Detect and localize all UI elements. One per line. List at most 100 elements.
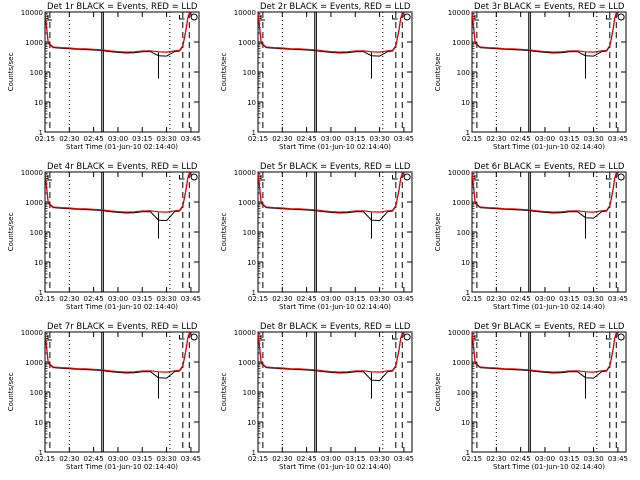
plot-frame bbox=[44, 11, 200, 133]
panel-title: Det 2r BLACK = Events, RED = LLD bbox=[260, 2, 411, 12]
corner-mark-right bbox=[606, 175, 612, 180]
y-tick-label: 10 bbox=[34, 99, 43, 107]
y-tick-label: 100 bbox=[30, 69, 43, 77]
lld-series-line bbox=[44, 171, 192, 213]
x-tick-label: 02:45 bbox=[297, 295, 317, 303]
y-axis-label: Counts/sec bbox=[220, 213, 228, 252]
x-tick-label: 03:45 bbox=[394, 455, 414, 463]
y-tick-label: 1 bbox=[466, 129, 470, 137]
plot-frame bbox=[44, 171, 200, 293]
panel-det-4: Det 4r BLACK = Events, RED = LLD 1 10 100 10… bbox=[7, 162, 201, 311]
corner-mark-left bbox=[474, 335, 479, 341]
panel-det-2: Det 2r BLACK = Events, RED = LLD 1 10 100 10… bbox=[220, 2, 414, 151]
y-tick-label: 1000 bbox=[452, 39, 470, 47]
x-tick-label: 03:45 bbox=[181, 455, 201, 463]
x-tick-label: 02:15 bbox=[35, 135, 55, 143]
corner-mark-left bbox=[474, 15, 479, 21]
x-tick-label: 03:00 bbox=[108, 295, 128, 303]
panel-title: Det 8r BLACK = Events, RED = LLD bbox=[260, 322, 411, 332]
corner-mark-left bbox=[260, 175, 265, 181]
y-tick-label: 1 bbox=[39, 289, 43, 297]
x-tick-label: 02:45 bbox=[511, 295, 531, 303]
lld-series-line bbox=[257, 11, 405, 53]
y-tick-label: 100 bbox=[30, 389, 43, 397]
corner-circle-mark bbox=[403, 173, 411, 181]
y-tick-label: 1 bbox=[466, 289, 470, 297]
corner-mark-left bbox=[260, 335, 265, 341]
y-tick-label: 1 bbox=[39, 449, 43, 457]
events-series-line bbox=[44, 12, 192, 57]
x-tick-label: 02:15 bbox=[462, 295, 482, 303]
y-tick-label: 10000 bbox=[448, 169, 470, 177]
y-tick-label: 10000 bbox=[448, 329, 470, 337]
panel-det-5: Det 5r BLACK = Events, RED = LLD 1 10 100 10… bbox=[220, 162, 414, 311]
corner-mark-left bbox=[47, 335, 52, 341]
y-tick-label: 1000 bbox=[238, 199, 256, 207]
events-series-line bbox=[257, 332, 405, 382]
panel-det-6: Det 6r BLACK = Events, RED = LLD 1 10 100 10… bbox=[434, 162, 628, 311]
y-axis-label: Counts/sec bbox=[434, 373, 442, 412]
y-tick-label: 1000 bbox=[25, 39, 43, 47]
corner-mark-right bbox=[179, 175, 185, 180]
y-tick-label: 100 bbox=[243, 69, 256, 77]
x-tick-label: 02:15 bbox=[248, 135, 268, 143]
y-tick-label: 100 bbox=[457, 389, 470, 397]
x-tick-label: 03:30 bbox=[369, 295, 389, 303]
x-tick-label: 02:30 bbox=[59, 135, 79, 143]
plot-frame bbox=[257, 331, 413, 453]
corner-mark-right bbox=[179, 335, 185, 340]
x-tick-label: 02:30 bbox=[59, 295, 79, 303]
x-tick-label: 03:15 bbox=[132, 455, 152, 463]
corner-circle-mark bbox=[190, 13, 198, 21]
x-tick-label: 03:00 bbox=[535, 455, 555, 463]
x-tick-label: 02:15 bbox=[248, 455, 268, 463]
panel-title: Det 7r BLACK = Events, RED = LLD bbox=[47, 322, 198, 332]
y-tick-label: 1000 bbox=[238, 39, 256, 47]
y-axis-label: Counts/sec bbox=[7, 53, 15, 92]
panel-det-9: Det 9r BLACK = Events, RED = LLD 1 10 100 10… bbox=[434, 322, 628, 471]
panel-det-7: Det 7r BLACK = Events, RED = LLD 1 10 100 10… bbox=[7, 322, 201, 471]
corner-circle-mark bbox=[617, 333, 625, 341]
y-axis-label: Counts/sec bbox=[220, 53, 228, 92]
x-tick-label: 03:45 bbox=[608, 295, 628, 303]
lld-series-line bbox=[471, 171, 619, 213]
x-tick-label: 02:30 bbox=[486, 295, 506, 303]
x-tick-label: 02:45 bbox=[511, 455, 531, 463]
x-axis-label: Start Time (01-Jun-10 02:14:40) bbox=[493, 143, 605, 151]
panel-title: Det 4r BLACK = Events, RED = LLD bbox=[47, 162, 198, 172]
x-axis-label: Start Time (01-Jun-10 02:14:40) bbox=[66, 143, 178, 151]
x-tick-label: 02:45 bbox=[297, 135, 317, 143]
x-tick-label: 03:30 bbox=[369, 455, 389, 463]
y-tick-label: 1 bbox=[466, 449, 470, 457]
panel-det-8: Det 8r BLACK = Events, RED = LLD 1 10 100 10… bbox=[220, 322, 414, 471]
y-tick-label: 10000 bbox=[21, 9, 43, 17]
x-tick-label: 02:15 bbox=[462, 455, 482, 463]
corner-mark-left bbox=[474, 175, 479, 181]
corner-mark-right bbox=[606, 335, 612, 340]
panel-det-3: Det 3r BLACK = Events, RED = LLD 1 10 100 10… bbox=[434, 2, 628, 151]
events-series-line bbox=[257, 172, 405, 222]
y-tick-label: 1 bbox=[252, 289, 256, 297]
lld-series-line bbox=[44, 11, 192, 53]
x-tick-label: 03:30 bbox=[156, 135, 176, 143]
x-tick-label: 03:00 bbox=[108, 455, 128, 463]
x-tick-label: 03:15 bbox=[345, 295, 365, 303]
x-tick-label: 03:45 bbox=[394, 295, 414, 303]
y-axis-label: Counts/sec bbox=[7, 373, 15, 412]
y-tick-label: 100 bbox=[243, 389, 256, 397]
plot-frame bbox=[471, 11, 627, 133]
panel-title: Det 3r BLACK = Events, RED = LLD bbox=[474, 2, 625, 12]
y-tick-label: 10000 bbox=[234, 169, 256, 177]
lld-series-line bbox=[257, 171, 405, 213]
events-series-line bbox=[257, 12, 405, 57]
y-tick-label: 10000 bbox=[21, 329, 43, 337]
y-tick-label: 10000 bbox=[448, 9, 470, 17]
y-tick-label: 100 bbox=[457, 229, 470, 237]
x-axis-label: Start Time (01-Jun-10 02:14:40) bbox=[279, 303, 391, 311]
y-tick-label: 1000 bbox=[452, 359, 470, 367]
x-tick-label: 03:00 bbox=[321, 455, 341, 463]
panel-title: Det 6r BLACK = Events, RED = LLD bbox=[474, 162, 625, 172]
y-tick-label: 1 bbox=[252, 129, 256, 137]
lld-series-line bbox=[471, 331, 619, 373]
x-tick-label: 02:45 bbox=[511, 135, 531, 143]
